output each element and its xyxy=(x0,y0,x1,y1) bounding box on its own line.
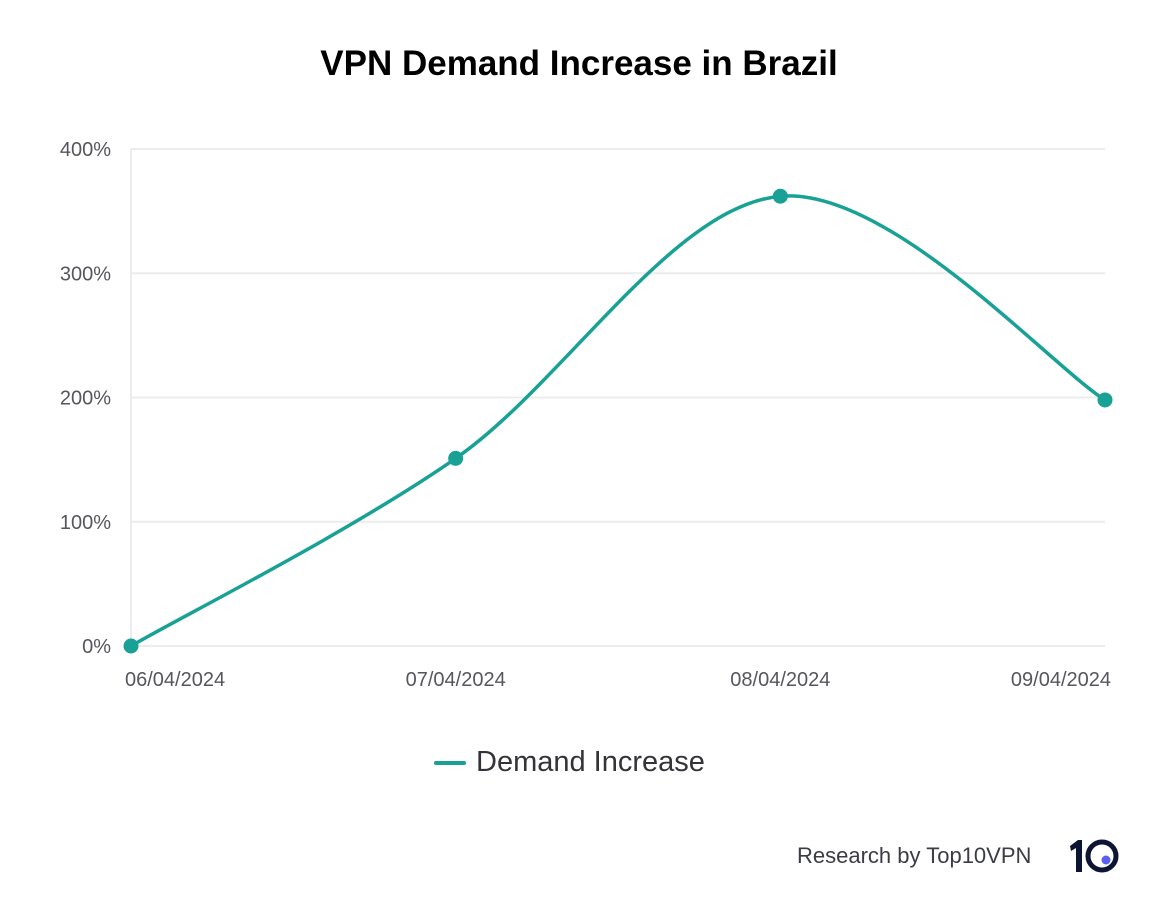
legend: Demand Increase xyxy=(434,746,705,779)
series-line xyxy=(130,194,1106,648)
y-tick-label: 400% xyxy=(60,139,111,161)
x-tick-label: 08/04/2024 xyxy=(730,669,830,691)
data-point xyxy=(448,450,464,466)
data-point xyxy=(1097,392,1113,408)
top10vpn-logo xyxy=(1070,839,1119,873)
x-tick-label: 06/04/2024 xyxy=(125,669,225,691)
credit-text: Research by Top10VPN xyxy=(797,843,1032,868)
chart-title: VPN Demand Increase in Brazil xyxy=(320,44,838,83)
data-point xyxy=(123,638,139,654)
legend-label: Demand Increase xyxy=(476,746,705,778)
y-tick-label: 200% xyxy=(60,388,111,410)
x-tick-label: 07/04/2024 xyxy=(406,669,506,691)
y-tick-label: 100% xyxy=(60,512,111,534)
x-tick-label: 09/04/2024 xyxy=(1011,669,1111,691)
data-point xyxy=(772,188,788,204)
y-tick-label: 0% xyxy=(82,636,111,658)
y-tick-label: 300% xyxy=(60,263,111,285)
legend-swatch xyxy=(434,760,466,765)
